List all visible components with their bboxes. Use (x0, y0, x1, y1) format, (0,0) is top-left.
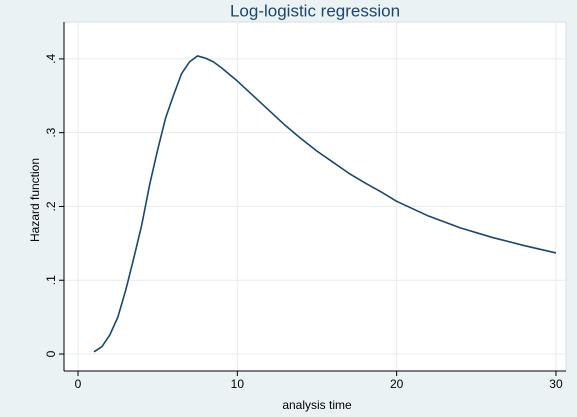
chart-title: Log-logistic regression (230, 1, 400, 20)
y-axis-label: Hazard function (28, 158, 42, 242)
x-tick-label: 30 (549, 377, 563, 391)
x-tick-label: 20 (390, 377, 404, 391)
y-tick-label: .1 (44, 275, 58, 285)
y-tick-label: .2 (44, 201, 58, 211)
y-tick-label: .4 (44, 54, 58, 64)
plot-area (63, 21, 567, 372)
y-tick-label: 0 (44, 350, 58, 357)
x-tick-label: 0 (75, 377, 82, 391)
y-tick-label: .3 (44, 127, 58, 137)
line (93, 55, 557, 353)
x-axis-label: analysis time (282, 398, 352, 412)
x-tick-label: 10 (231, 377, 245, 391)
